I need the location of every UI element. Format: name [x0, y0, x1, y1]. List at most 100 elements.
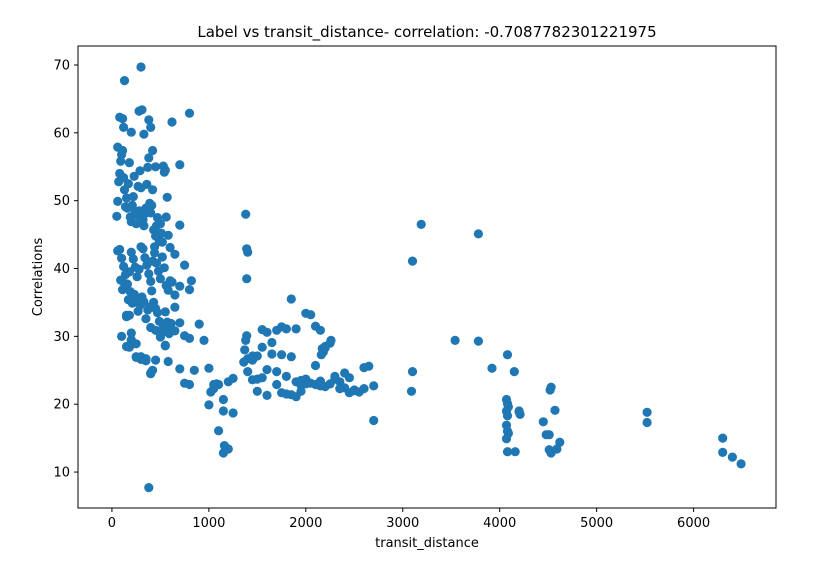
- data-point: [139, 297, 149, 307]
- data-point: [119, 261, 129, 272]
- data-point: [218, 394, 228, 405]
- data-point: [144, 269, 154, 279]
- data-point: [123, 179, 133, 189]
- x-tick-label: 1000: [192, 516, 225, 531]
- data-point: [281, 371, 291, 381]
- data-point: [502, 411, 513, 421]
- data-point: [159, 263, 169, 273]
- data-point: [186, 276, 196, 286]
- data-point: [718, 433, 728, 443]
- data-point: [281, 324, 291, 334]
- data-point: [240, 345, 250, 355]
- data-point: [407, 256, 418, 266]
- data-point: [165, 242, 175, 253]
- data-point: [416, 219, 426, 229]
- data-point: [160, 340, 170, 350]
- data-point: [306, 310, 316, 320]
- data-point: [116, 156, 126, 166]
- data-point: [267, 337, 277, 348]
- data-point: [147, 200, 157, 210]
- data-point: [296, 386, 306, 396]
- data-points: [112, 62, 746, 493]
- data-point: [163, 230, 173, 240]
- data-point: [160, 165, 170, 175]
- data-point: [146, 122, 156, 132]
- data-point: [204, 363, 214, 373]
- y-tick-label: 20: [53, 398, 70, 413]
- data-point: [502, 350, 513, 360]
- data-point: [286, 294, 296, 304]
- data-point: [555, 437, 565, 447]
- data-point: [152, 308, 163, 318]
- data-point: [113, 196, 123, 206]
- data-point: [137, 105, 147, 115]
- data-point: [115, 244, 125, 255]
- data-point: [118, 114, 128, 124]
- data-point: [241, 335, 251, 345]
- plot-area-frame: [77, 45, 777, 509]
- data-point: [241, 209, 251, 219]
- data-point: [131, 219, 141, 229]
- data-point: [157, 237, 167, 247]
- data-point: [286, 390, 296, 400]
- data-point: [272, 379, 282, 390]
- data-point: [349, 386, 359, 396]
- data-point: [642, 407, 652, 417]
- data-point: [369, 415, 379, 426]
- data-point: [175, 220, 185, 230]
- data-point: [272, 367, 282, 377]
- x-axis-label: transit_distance: [375, 536, 479, 551]
- data-point: [136, 62, 146, 72]
- data-point: [546, 448, 556, 458]
- data-point: [134, 264, 144, 274]
- data-point: [180, 331, 190, 341]
- data-point: [243, 367, 253, 377]
- data-point: [184, 108, 195, 118]
- data-point: [132, 272, 142, 282]
- data-point: [175, 160, 185, 170]
- data-point: [286, 352, 296, 362]
- data-point: [509, 367, 519, 377]
- data-point: [310, 379, 321, 390]
- data-point: [291, 324, 301, 334]
- data-point: [124, 158, 134, 168]
- data-point: [128, 192, 138, 202]
- data-point: [204, 400, 214, 410]
- data-point: [510, 447, 520, 457]
- data-point: [243, 247, 253, 257]
- data-point: [170, 302, 180, 312]
- data-point: [310, 360, 321, 371]
- data-point: [131, 339, 141, 349]
- data-point: [228, 408, 238, 418]
- data-point: [146, 276, 156, 286]
- data-point: [160, 307, 170, 317]
- chart-title: Label vs transit_distance- correlation: …: [197, 23, 656, 42]
- data-point: [117, 253, 127, 263]
- data-point: [184, 285, 195, 295]
- data-point: [165, 320, 175, 331]
- data-point: [117, 331, 127, 341]
- data-point: [143, 162, 153, 172]
- data-point: [206, 387, 216, 397]
- data-point: [118, 145, 128, 156]
- data-point: [544, 430, 554, 440]
- data-point: [148, 145, 158, 156]
- x-tick-label: 0: [108, 516, 116, 531]
- data-point: [502, 447, 513, 457]
- data-point: [147, 286, 157, 296]
- data-point: [170, 249, 180, 259]
- x-tick-label: 6000: [677, 516, 710, 531]
- data-point: [320, 343, 330, 353]
- data-point: [407, 367, 418, 377]
- data-point: [175, 364, 185, 374]
- data-point: [247, 351, 258, 361]
- data-point: [718, 447, 728, 457]
- y-axis-label: Correlations: [31, 238, 46, 317]
- data-point: [146, 208, 156, 218]
- data-point: [199, 335, 209, 345]
- data-point: [262, 365, 272, 375]
- data-point: [144, 115, 154, 125]
- data-point: [642, 417, 652, 428]
- data-point: [163, 285, 173, 295]
- data-point: [155, 274, 165, 284]
